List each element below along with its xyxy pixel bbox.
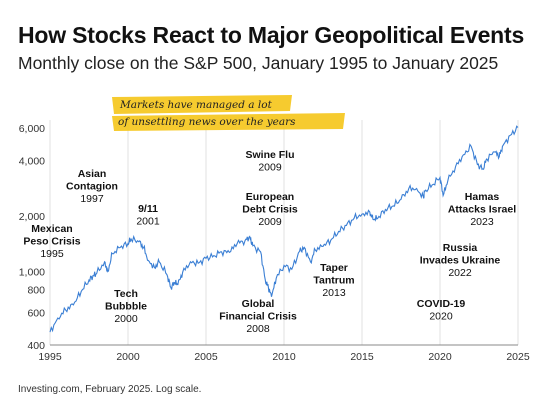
event-name-line: Attacks Israel (448, 204, 516, 216)
event-label-0: Mexican Peso Crisis 1995 (23, 223, 80, 260)
event-label-6: Global Financial Crisis 2008 (219, 298, 297, 335)
event-name-line: Asian (78, 168, 107, 180)
event-year: 2001 (136, 216, 160, 228)
event-name-line: 9/11 (138, 203, 158, 215)
annotation-highlight-1 (112, 95, 292, 114)
annotation-line-1: Markets have managed a lot (119, 99, 273, 111)
annotation-highlight-2 (112, 113, 345, 131)
event-name-line: COVID-19 (417, 298, 466, 310)
chart-subtitle: Monthly close on the S&P 500, January 19… (18, 53, 499, 73)
x-tick-label-2005: 2005 (194, 351, 218, 363)
event-name-line: Taper (320, 262, 348, 274)
event-name-line: Contagion (66, 181, 118, 193)
event-label-5: European Debt Crisis 2009 (242, 191, 298, 228)
event-label-10: COVID-19 2020 (417, 298, 466, 323)
annotation-line-2: of unsettling news over the years (118, 116, 296, 128)
x-axis-ticks: 1995 2000 2005 2010 2015 2020 2025 (38, 351, 530, 363)
event-year: 2008 (246, 323, 270, 335)
event-label-8: Hamas Attacks Israel 2023 (448, 191, 516, 228)
y-tick-label-2000: 2,000 (19, 211, 45, 223)
event-year: 2020 (429, 311, 453, 323)
y-tick-label-4000: 4,000 (19, 155, 45, 167)
x-tick-label-2015: 2015 (350, 351, 374, 363)
x-tick-label-1995: 1995 (38, 351, 62, 363)
event-name-line: European (246, 191, 294, 203)
x-tick-label-2025: 2025 (506, 351, 530, 363)
y-tick-label-400: 400 (27, 340, 45, 352)
event-name-line: Bubbble (105, 301, 147, 313)
event-year: 2000 (114, 313, 138, 325)
event-name-line: Mexican (31, 223, 72, 235)
event-year: 2009 (258, 162, 282, 174)
event-year: 2009 (258, 216, 282, 228)
event-year: 1997 (80, 193, 104, 205)
event-label-1: Asian Contagion 1997 (66, 168, 118, 205)
chart-title: How Stocks React to Major Geopolitical E… (18, 22, 525, 48)
event-name-line: Tantrum (313, 275, 354, 287)
y-tick-label-6000: 6,000 (19, 123, 45, 135)
event-year: 2013 (322, 287, 346, 299)
y-axis-ticks: 400 600 800 1,000 2,000 4,000 6,000 (19, 123, 45, 352)
source-note: Investing.com, February 2025. Log scale. (18, 384, 202, 395)
event-name-line: Tech (114, 288, 138, 300)
event-labels: Mexican Peso Crisis 1995 Asian Contagion 1997… (23, 149, 516, 335)
sp500-series-line (49, 125, 519, 333)
event-label-4: Swine Flu 2009 (245, 149, 294, 174)
y-tick-label-1000: 1,000 (19, 267, 45, 279)
event-name-line: Peso Crisis (23, 236, 80, 248)
x-tick-label-2020: 2020 (428, 351, 452, 363)
event-name-line: Global (242, 298, 275, 310)
event-label-2: 9/11 2001 (136, 203, 160, 228)
event-year: 2023 (470, 216, 494, 228)
event-name-line: Hamas (465, 191, 500, 203)
grid-lines (49, 120, 519, 345)
event-name-line: Swine Flu (245, 149, 294, 161)
event-label-3: Tech Bubbble 2000 (105, 288, 147, 325)
event-name-line: Debt Crisis (242, 204, 298, 216)
event-year: 2022 (448, 267, 472, 279)
event-name-line: Russia (443, 242, 478, 254)
y-tick-label-600: 600 (27, 308, 45, 320)
x-tick-label-2010: 2010 (272, 351, 296, 363)
event-label-7: Taper Tantrum 2013 (313, 262, 354, 299)
event-label-9: Russia Invades Ukraine 2022 (420, 242, 501, 279)
handwritten-annotation: Markets have managed a lot of unsettling… (112, 95, 345, 131)
event-year: 1995 (40, 248, 64, 260)
x-tick-label-2000: 2000 (116, 351, 140, 363)
event-name-line: Invades Ukraine (420, 255, 501, 267)
y-tick-label-800: 800 (27, 284, 45, 296)
event-name-line: Financial Crisis (219, 311, 297, 323)
